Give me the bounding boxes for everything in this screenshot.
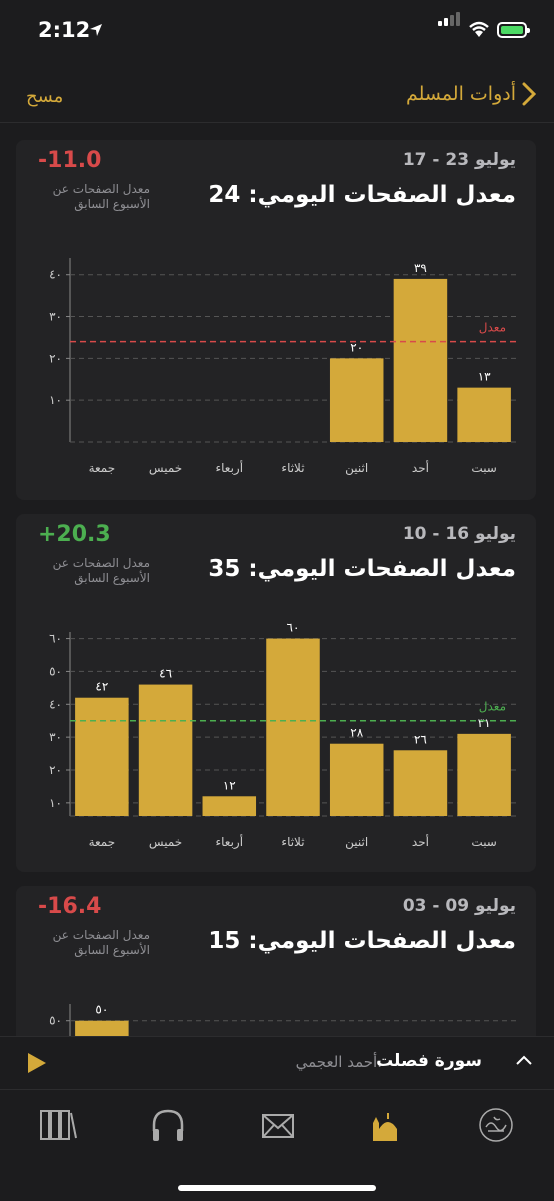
- pages-bar-chart: ١٠ ٢٠ ٣٠ ٤٠ جمعة خميس أربعاء ثلاثاء ٢٠ اثنين ٣٩ أحد…: [49, 258, 516, 476]
- reciter-name: أحمد العجمي.: [295, 1053, 382, 1071]
- x-category-label: خميس: [149, 461, 182, 476]
- daily-average-title: معدل الصفحات اليومي: 15: [208, 928, 516, 954]
- delta-value: -16.4: [38, 894, 102, 919]
- bottom-bar: أحمد العجمي. سورة فصلت: [0, 1036, 554, 1201]
- tab-quran-calligraphy-icon[interactable]: [476, 1105, 516, 1145]
- back-button[interactable]: أدوات المسلم: [406, 82, 536, 106]
- x-category-label: جمعة: [89, 835, 116, 849]
- bar-value-label: ٢٦: [414, 732, 427, 746]
- average-label: معدل: [479, 321, 506, 335]
- bar: [457, 387, 511, 442]
- average-label: معدل: [479, 700, 506, 714]
- bar: [393, 278, 448, 442]
- week-range: 03 - 09 يوليو: [402, 896, 516, 916]
- x-category-label: اثنين: [345, 461, 368, 476]
- y-tick-label: ٢٠: [49, 351, 62, 365]
- y-tick-label: ١٠: [49, 796, 62, 810]
- chevron-right-icon: [522, 82, 536, 106]
- week-range: 17 - 23 يوليو: [402, 150, 516, 170]
- previous-week-caption: معدل الصفحات عن الأسبوع السابق: [52, 182, 150, 211]
- y-tick-label: ٦٠: [49, 632, 62, 646]
- x-category-label: سبت: [471, 461, 496, 475]
- previous-week-caption: معدل الصفحات عن الأسبوع السابق: [52, 556, 150, 585]
- x-category-label: أحد: [412, 834, 429, 849]
- bar-value-label: ١٣: [478, 370, 491, 384]
- y-tick-label: ٣٠: [49, 310, 62, 324]
- bar-value-label: ٢٠: [350, 340, 363, 354]
- week-card: 10 - 16 يوليو +20.3 معدل الصفحات عن الأسب…: [16, 514, 536, 872]
- surah-name: سورة فصلت: [376, 1051, 482, 1071]
- week-range: 10 - 16 يوليو: [402, 524, 516, 544]
- bar-value-label: ١٢: [223, 778, 236, 792]
- y-tick-label: ٣٠: [49, 730, 62, 744]
- tab-bar: [0, 1105, 554, 1145]
- daily-average-title: معدل الصفحات اليومي: 35: [208, 556, 516, 582]
- tab-headphones-icon[interactable]: [148, 1105, 188, 1145]
- bar-value-label: ٣١: [478, 716, 491, 730]
- tab-mosque-icon[interactable]: [368, 1105, 408, 1145]
- wifi-icon: [469, 21, 489, 37]
- bar-value-label: ٤٢: [95, 680, 108, 694]
- x-category-label: جمعة: [89, 461, 116, 475]
- x-category-label: ثلاثاء: [281, 835, 304, 849]
- chevron-up-icon[interactable]: [514, 1051, 534, 1071]
- y-tick-label: ٤٠: [49, 697, 62, 711]
- back-label: أدوات المسلم: [405, 83, 516, 105]
- bar: [138, 684, 193, 816]
- bar: [393, 750, 448, 816]
- battery-icon: [497, 22, 530, 38]
- bar: [202, 796, 257, 816]
- pages-bar-chart: ١٠ ٢٠ ٣٠ ٤٠ ٥٠ ٦٠ ٤٢ جمعة ٤٦ خميس ١٢ أربعاء ٦٠ ثلاثاء…: [49, 622, 516, 850]
- tab-library-books-icon[interactable]: [38, 1105, 78, 1145]
- home-indicator: [178, 1185, 376, 1191]
- x-category-label: أربعاء: [216, 460, 244, 476]
- x-category-label: سبت: [471, 835, 496, 849]
- bar: [266, 638, 320, 816]
- bar: [75, 697, 129, 816]
- bar: [457, 733, 511, 816]
- bar-value-label: ٦٠: [287, 622, 300, 635]
- y-tick-label: ١٠: [49, 393, 62, 407]
- bar-value-label: ٣٩: [414, 261, 427, 275]
- x-category-label: خميس: [149, 835, 182, 850]
- audio-player[interactable]: أحمد العجمي. سورة فصلت: [0, 1037, 554, 1090]
- y-tick-label: ٥٠: [49, 1014, 62, 1028]
- daily-average-title: معدل الصفحات اليومي: 24: [208, 182, 516, 208]
- bar: [329, 358, 384, 442]
- x-category-label: ثلاثاء: [281, 461, 304, 475]
- status-time: 2:12: [38, 18, 91, 42]
- delta-value: -11.0: [38, 148, 102, 173]
- y-tick-label: ٤٠: [49, 268, 62, 282]
- bar-value-label: ٤٦: [159, 667, 172, 681]
- tab-envelope-icon[interactable]: [258, 1105, 298, 1145]
- delta-value: +20.3: [38, 522, 111, 547]
- location-arrow-icon: [90, 24, 102, 36]
- y-tick-label: ٥٠: [49, 664, 62, 678]
- bar: [329, 743, 384, 816]
- navigation-bar: أدوات المسلم مسح: [0, 72, 554, 123]
- x-category-label: أحد: [412, 460, 429, 475]
- status-bar: 2:12: [0, 0, 554, 62]
- bar-value-label: ٥٠: [95, 1003, 108, 1017]
- x-category-label: أربعاء: [216, 834, 244, 850]
- bar-value-label: ٢٨: [350, 726, 363, 740]
- clear-button[interactable]: مسح: [26, 86, 64, 107]
- week-card: 17 - 23 يوليو -11.0 معدل الصفحات عن الأسب…: [16, 140, 536, 500]
- play-icon[interactable]: [26, 1051, 48, 1075]
- y-tick-label: ٢٠: [49, 763, 62, 777]
- previous-week-caption: معدل الصفحات عن الأسبوع السابق: [52, 928, 150, 957]
- x-category-label: اثنين: [345, 835, 368, 850]
